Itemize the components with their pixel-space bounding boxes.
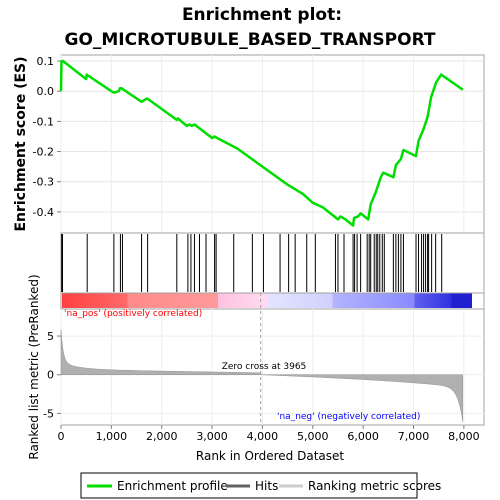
chart-title-line1: Enrichment plot: (182, 5, 342, 25)
metric-panel: Zero cross at 3965 'na_pos' (positively … (43, 293, 485, 443)
ranking-metric-area (60, 329, 464, 422)
x-tick-label: 4,000 (247, 430, 279, 443)
neg-correlated-label: 'na_neg' (negatively correlated) (277, 412, 420, 422)
x-tick-label: 0 (58, 430, 65, 443)
es-tick-label: -0.2 (33, 146, 54, 159)
legend-label-enrichment: Enrichment profile (117, 479, 228, 493)
metric-tick-label: 5 (47, 330, 54, 343)
pos-correlated-label: 'na_pos' (positively correlated) (64, 309, 202, 319)
y-axis-title-metric: Ranked list metric (PreRanked) (27, 274, 41, 459)
x-tick-label: 5,000 (297, 430, 329, 443)
legend-label-metric: Ranking metric scores (308, 479, 441, 493)
es-tick-label: -0.3 (33, 176, 54, 189)
legend: Enrichment profile Hits Ranking metric s… (80, 472, 441, 499)
enrichment-profile-line (59, 59, 464, 227)
x-tick-label: 6,000 (347, 430, 379, 443)
x-tick-label: 3,000 (196, 430, 228, 443)
y-axis-title-es: Enrichment score (ES) (13, 56, 29, 231)
es-panel-frame (60, 54, 485, 234)
hits-panel-frame (60, 232, 485, 294)
es-tick-label: -0.4 (33, 206, 54, 219)
rank-color-bar (62, 293, 472, 308)
x-tick-label: 2,000 (146, 430, 178, 443)
chart-title-line2: GO_MICROTUBULE_BASED_TRANSPORT (64, 30, 435, 50)
es-tick-label: 0.0 (37, 85, 55, 98)
es-panel: 0.1 0.0 -0.1 -0.2 -0.3 -0.4 (33, 54, 485, 234)
zero-cross-label: Zero cross at 3965 (222, 362, 307, 372)
x-tick-label: 8,000 (448, 430, 480, 443)
es-tick-label: -0.1 (33, 115, 54, 128)
legend-label-hits: Hits (255, 479, 278, 493)
metric-tick-label: 0 (47, 369, 54, 382)
x-axis-title: Rank in Ordered Dataset (196, 449, 344, 463)
hits-panel (60, 232, 485, 294)
metric-tick-label: -5 (43, 407, 54, 420)
es-tick-label: 0.1 (37, 55, 55, 68)
x-tick-label: 1,000 (96, 430, 128, 443)
x-tick-label: 7,000 (398, 430, 430, 443)
